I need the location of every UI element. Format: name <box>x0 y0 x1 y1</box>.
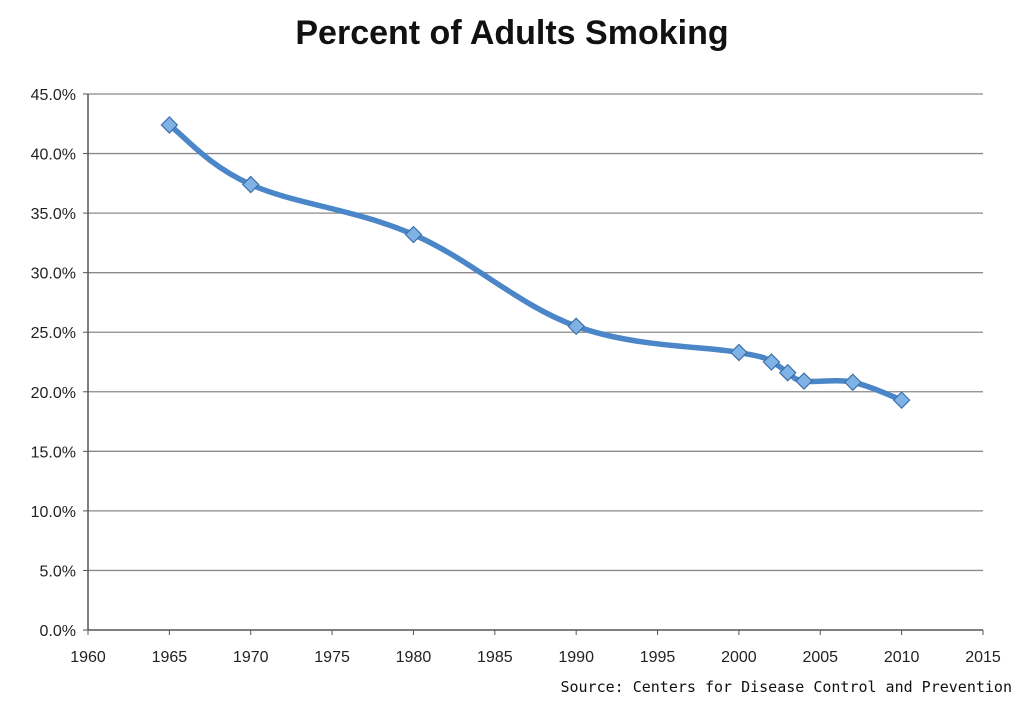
x-tick-label: 1970 <box>233 649 269 666</box>
y-tick-label: 10.0% <box>31 504 76 521</box>
x-tick-label: 1995 <box>640 649 676 666</box>
y-tick-label: 0.0% <box>40 623 76 640</box>
y-tick-label: 35.0% <box>31 206 76 223</box>
x-tick-label: 2010 <box>884 649 920 666</box>
y-tick-label: 40.0% <box>31 147 76 164</box>
y-tick-label: 25.0% <box>31 325 76 342</box>
chart-title: Percent of Adults Smoking <box>295 14 729 52</box>
y-tick-label: 5.0% <box>40 563 76 580</box>
x-tick-label: 2000 <box>721 649 757 666</box>
y-axis: 0.0% 5.0% 10.0% 15.0% 20.0% 25.0% 30.0% 35.0% 40… <box>31 87 89 640</box>
data-point-marker <box>567 317 586 336</box>
data-point-marker <box>730 343 748 362</box>
data-point-marker <box>762 353 781 371</box>
data-point-marker <box>160 116 179 134</box>
data-point-marker <box>404 225 423 244</box>
x-tick-label: 2005 <box>802 649 838 666</box>
series-line <box>166 122 905 403</box>
x-tick-label: 1975 <box>314 649 350 666</box>
data-point-marker <box>241 175 260 194</box>
source-note: Source: Centers for Disease Control and … <box>560 678 1012 696</box>
x-tick-label: 1960 <box>70 649 106 666</box>
grid-lines <box>88 93 983 631</box>
x-tick-label: 1990 <box>558 649 594 666</box>
data-point-marker <box>892 391 911 409</box>
x-tick-label: 2015 <box>965 649 1001 666</box>
x-tick-label: 1965 <box>152 649 188 666</box>
data-point-marker <box>795 372 813 390</box>
data-point-marker <box>843 373 862 392</box>
y-tick-label: 45.0% <box>31 87 76 104</box>
y-tick-label: 30.0% <box>31 266 76 283</box>
series-layer <box>160 116 911 409</box>
x-tick-label: 1985 <box>477 649 513 666</box>
x-tick-label: 1980 <box>396 649 432 666</box>
x-axis: 1960 1965 1970 1975 1980 1985 1990 1995 2000 2005… <box>70 630 1001 666</box>
y-tick-label: 15.0% <box>31 444 76 461</box>
y-tick-label: 20.0% <box>31 385 76 402</box>
data-point-marker <box>778 363 797 382</box>
